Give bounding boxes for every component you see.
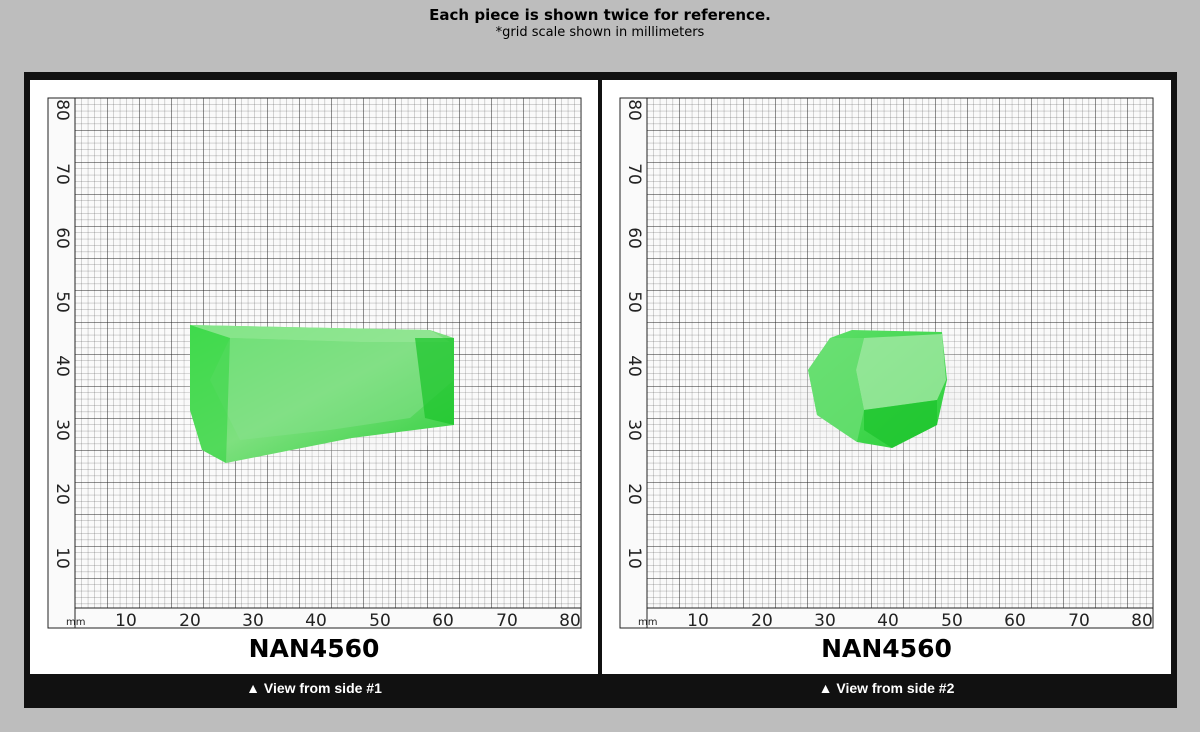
y-tick-label: 60	[52, 227, 72, 249]
y-tick-label: 40	[624, 355, 644, 377]
page-title: Each piece is shown twice for reference.	[429, 6, 771, 24]
x-tick-label: 70	[496, 611, 518, 631]
x-unit-label: mm	[66, 617, 85, 628]
y-tick-label: 30	[624, 419, 644, 441]
y-tick-label: 50	[624, 291, 644, 313]
y-tick-label: 20	[52, 483, 72, 505]
x-axis-ticks: mm 10 20 30 40 50 60 70 80	[66, 611, 581, 631]
x-tick-label: 40	[877, 611, 899, 631]
y-tick-label: 30	[52, 419, 72, 441]
caption-side-2: ▲ View from side #2	[602, 674, 1171, 702]
x-tick-label: 30	[242, 611, 264, 631]
x-tick-label: 80	[1131, 611, 1153, 631]
x-tick-label: 70	[1068, 611, 1090, 631]
x-axis-ticks: mm 10 20 30 40 50 60 70 80	[638, 611, 1153, 631]
caption-side-1: ▲ View from side #1	[30, 674, 598, 702]
x-tick-label: 60	[1004, 611, 1026, 631]
mm-grid-side-2: mm 10 20 30 40 50 60 70 80 10 20 30 40 5…	[619, 97, 1154, 631]
y-tick-label: 40	[52, 355, 72, 377]
x-tick-label: 10	[115, 611, 137, 631]
y-axis-ticks: 10 20 30 40 50 60 70 80	[624, 99, 644, 569]
page-subtitle: *grid scale shown in millimeters	[495, 25, 705, 40]
item-code: NAN4560	[821, 634, 952, 663]
y-axis-ticks: 10 20 30 40 50 60 70 80	[52, 99, 72, 569]
x-tick-label: 50	[941, 611, 963, 631]
x-tick-label: 50	[369, 611, 391, 631]
x-tick-label: 60	[432, 611, 454, 631]
view-panel-side-2: mm 10 20 30 40 50 60 70 80 10 20 30 40 5…	[602, 80, 1171, 674]
y-tick-label: 10	[624, 547, 644, 569]
x-tick-label: 40	[305, 611, 327, 631]
gemstone-photo-side-2	[752, 315, 1012, 465]
x-unit-label: mm	[638, 617, 657, 628]
view-panel-side-1: mm 10 20 30 40 50 60 70 80 10 20 30 40 5…	[30, 80, 598, 674]
x-tick-label: 80	[559, 611, 581, 631]
y-tick-label: 70	[52, 163, 72, 185]
x-tick-label: 10	[687, 611, 709, 631]
y-tick-label: 50	[52, 291, 72, 313]
item-code: NAN4560	[248, 634, 380, 663]
y-tick-label: 10	[52, 547, 72, 569]
y-tick-label: 20	[624, 483, 644, 505]
x-tick-label: 20	[179, 611, 201, 631]
x-tick-label: 30	[814, 611, 836, 631]
mm-grid-side-1: mm 10 20 30 40 50 60 70 80 10 20 30 40 5…	[47, 97, 582, 631]
y-tick-label: 70	[624, 163, 644, 185]
x-tick-label: 20	[751, 611, 773, 631]
y-tick-label: 60	[624, 227, 644, 249]
gemstone-photo-side-1	[160, 315, 480, 465]
y-tick-label: 80	[624, 99, 644, 121]
y-tick-label: 80	[52, 99, 72, 121]
